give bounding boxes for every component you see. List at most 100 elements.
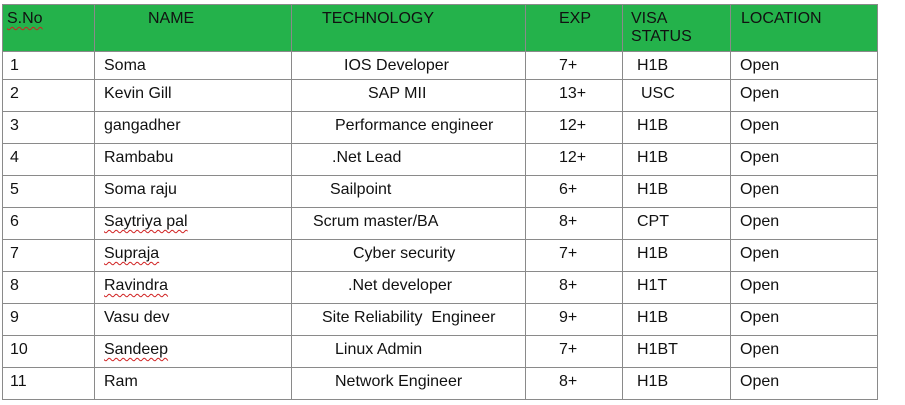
cell-exp: 6+	[525, 175, 623, 208]
cell-sno: 10	[2, 335, 95, 368]
cell-sno: 4	[2, 143, 95, 176]
table-row: 5 Soma raju Sailpoint 6+ H1B Open	[2, 175, 878, 208]
cell-name: Saytriya pal	[94, 207, 292, 240]
cell-visa: H1B	[622, 303, 731, 336]
table-row: 8 Ravindra .Net developer 8+ H1T Open	[2, 271, 878, 304]
cell-exp: 8+	[525, 271, 623, 304]
cell-name: Sandeep	[94, 335, 292, 368]
table-row: 1 Soma IOS Developer 7+ H1B Open	[2, 51, 878, 80]
header-technology: TECHNOLOGY	[291, 4, 526, 52]
cell-location: Open	[730, 79, 878, 112]
cell-sno: 1	[2, 51, 95, 80]
cell-location: Open	[730, 303, 878, 336]
cell-location: Open	[730, 335, 878, 368]
cell-name: Ram	[94, 367, 292, 400]
cell-location: Open	[730, 143, 878, 176]
cell-sno: 7	[2, 239, 95, 272]
header-exp: EXP	[525, 4, 623, 52]
table-row: 11 Ram Network Engineer 8+ H1B Open	[2, 367, 878, 400]
header-location: LOCATION	[730, 4, 878, 52]
name-text: Ravindra	[104, 277, 169, 294]
cell-technology: Linux Admin	[291, 335, 526, 368]
header-row: S.No NAME TECHNOLOGY EXP VISA STATUS LOC…	[2, 4, 878, 52]
cell-exp: 7+	[525, 239, 623, 272]
table-body: 1 Soma IOS Developer 7+ H1B Open 2 Kevin…	[2, 51, 878, 400]
cell-technology: Performance engineer	[291, 111, 526, 144]
cell-technology: .Net developer	[291, 271, 526, 304]
header-sno-label: S.No	[7, 10, 43, 27]
cell-technology: Scrum master/BA	[291, 207, 526, 240]
table-row: 6 Saytriya pal Scrum master/BA 8+ CPT Op…	[2, 207, 878, 240]
cell-name: Vasu dev	[94, 303, 292, 336]
cell-location: Open	[730, 271, 878, 304]
table-row: 3 gangadher Performance engineer 12+ H1B…	[2, 111, 878, 144]
technology-text: Network Engineer	[335, 373, 463, 390]
cell-visa: H1T	[622, 271, 731, 304]
cell-name: Supraja	[94, 239, 292, 272]
cell-visa: H1B	[622, 367, 731, 400]
cell-visa: H1B	[622, 239, 731, 272]
cell-sno: 6	[2, 207, 95, 240]
consultants-table: S.No NAME TECHNOLOGY EXP VISA STATUS LOC…	[2, 4, 878, 400]
cell-sno: 9	[2, 303, 95, 336]
technology-text: Scrum master/BA	[313, 213, 439, 230]
cell-name: Kevin Gill	[94, 79, 292, 112]
cell-sno: 2	[2, 79, 95, 112]
cell-visa: USC	[622, 79, 731, 112]
cell-exp: 8+	[525, 207, 623, 240]
header-name: NAME	[94, 4, 292, 52]
cell-sno: 11	[2, 367, 95, 400]
cell-location: Open	[730, 51, 878, 80]
name-text: Supraja	[104, 245, 160, 262]
cell-sno: 8	[2, 271, 95, 304]
cell-name: Ravindra	[94, 271, 292, 304]
technology-text: .Net developer	[348, 277, 453, 294]
cell-name: Soma	[94, 51, 292, 80]
technology-text: Sailpoint	[330, 181, 392, 198]
technology-text: Performance engineer	[335, 117, 494, 134]
cell-visa: H1B	[622, 51, 731, 80]
cell-name: gangadher	[94, 111, 292, 144]
technology-text: IOS Developer	[344, 57, 449, 74]
cell-exp: 7+	[525, 335, 623, 368]
cell-exp: 13+	[525, 79, 623, 112]
cell-technology: .Net Lead	[291, 143, 526, 176]
name-text: Saytriya pal	[104, 213, 188, 230]
cell-technology: Site Reliability Engineer	[291, 303, 526, 336]
cell-technology: Network Engineer	[291, 367, 526, 400]
cell-location: Open	[730, 367, 878, 400]
header-visa-status: VISA STATUS	[622, 4, 731, 52]
technology-text: Cyber security	[353, 245, 456, 262]
cell-location: Open	[730, 239, 878, 272]
cell-visa: CPT	[622, 207, 731, 240]
technology-text: SAP MII	[368, 85, 427, 102]
cell-technology: Sailpoint	[291, 175, 526, 208]
cell-visa: H1B	[622, 111, 731, 144]
cell-technology: Cyber security	[291, 239, 526, 272]
name-text: Sandeep	[104, 341, 169, 358]
cell-exp: 7+	[525, 51, 623, 80]
cell-exp: 12+	[525, 143, 623, 176]
table-row: 7 Supraja Cyber security 7+ H1B Open	[2, 239, 878, 272]
cell-sno: 3	[2, 111, 95, 144]
cell-exp: 8+	[525, 367, 623, 400]
cell-visa: H1B	[622, 143, 731, 176]
cell-name: Rambabu	[94, 143, 292, 176]
technology-text: Linux Admin	[335, 341, 423, 358]
table-row: 4 Rambabu .Net Lead 12+ H1B Open	[2, 143, 878, 176]
cell-sno: 5	[2, 175, 95, 208]
cell-technology: SAP MII	[291, 79, 526, 112]
cell-name: Soma raju	[94, 175, 292, 208]
table-row: 9 Vasu dev Site Reliability Engineer 9+ …	[2, 303, 878, 336]
cell-location: Open	[730, 207, 878, 240]
cell-location: Open	[730, 111, 878, 144]
cell-technology: IOS Developer	[291, 51, 526, 80]
table-row: 2 Kevin Gill SAP MII 13+ USC Open	[2, 79, 878, 112]
header-sno: S.No	[2, 4, 95, 52]
cell-visa: H1BT	[622, 335, 731, 368]
technology-text: .Net Lead	[332, 149, 402, 166]
cell-visa: H1B	[622, 175, 731, 208]
technology-text: Site Reliability Engineer	[322, 309, 496, 326]
cell-exp: 9+	[525, 303, 623, 336]
table-row: 10 Sandeep Linux Admin 7+ H1BT Open	[2, 335, 878, 368]
